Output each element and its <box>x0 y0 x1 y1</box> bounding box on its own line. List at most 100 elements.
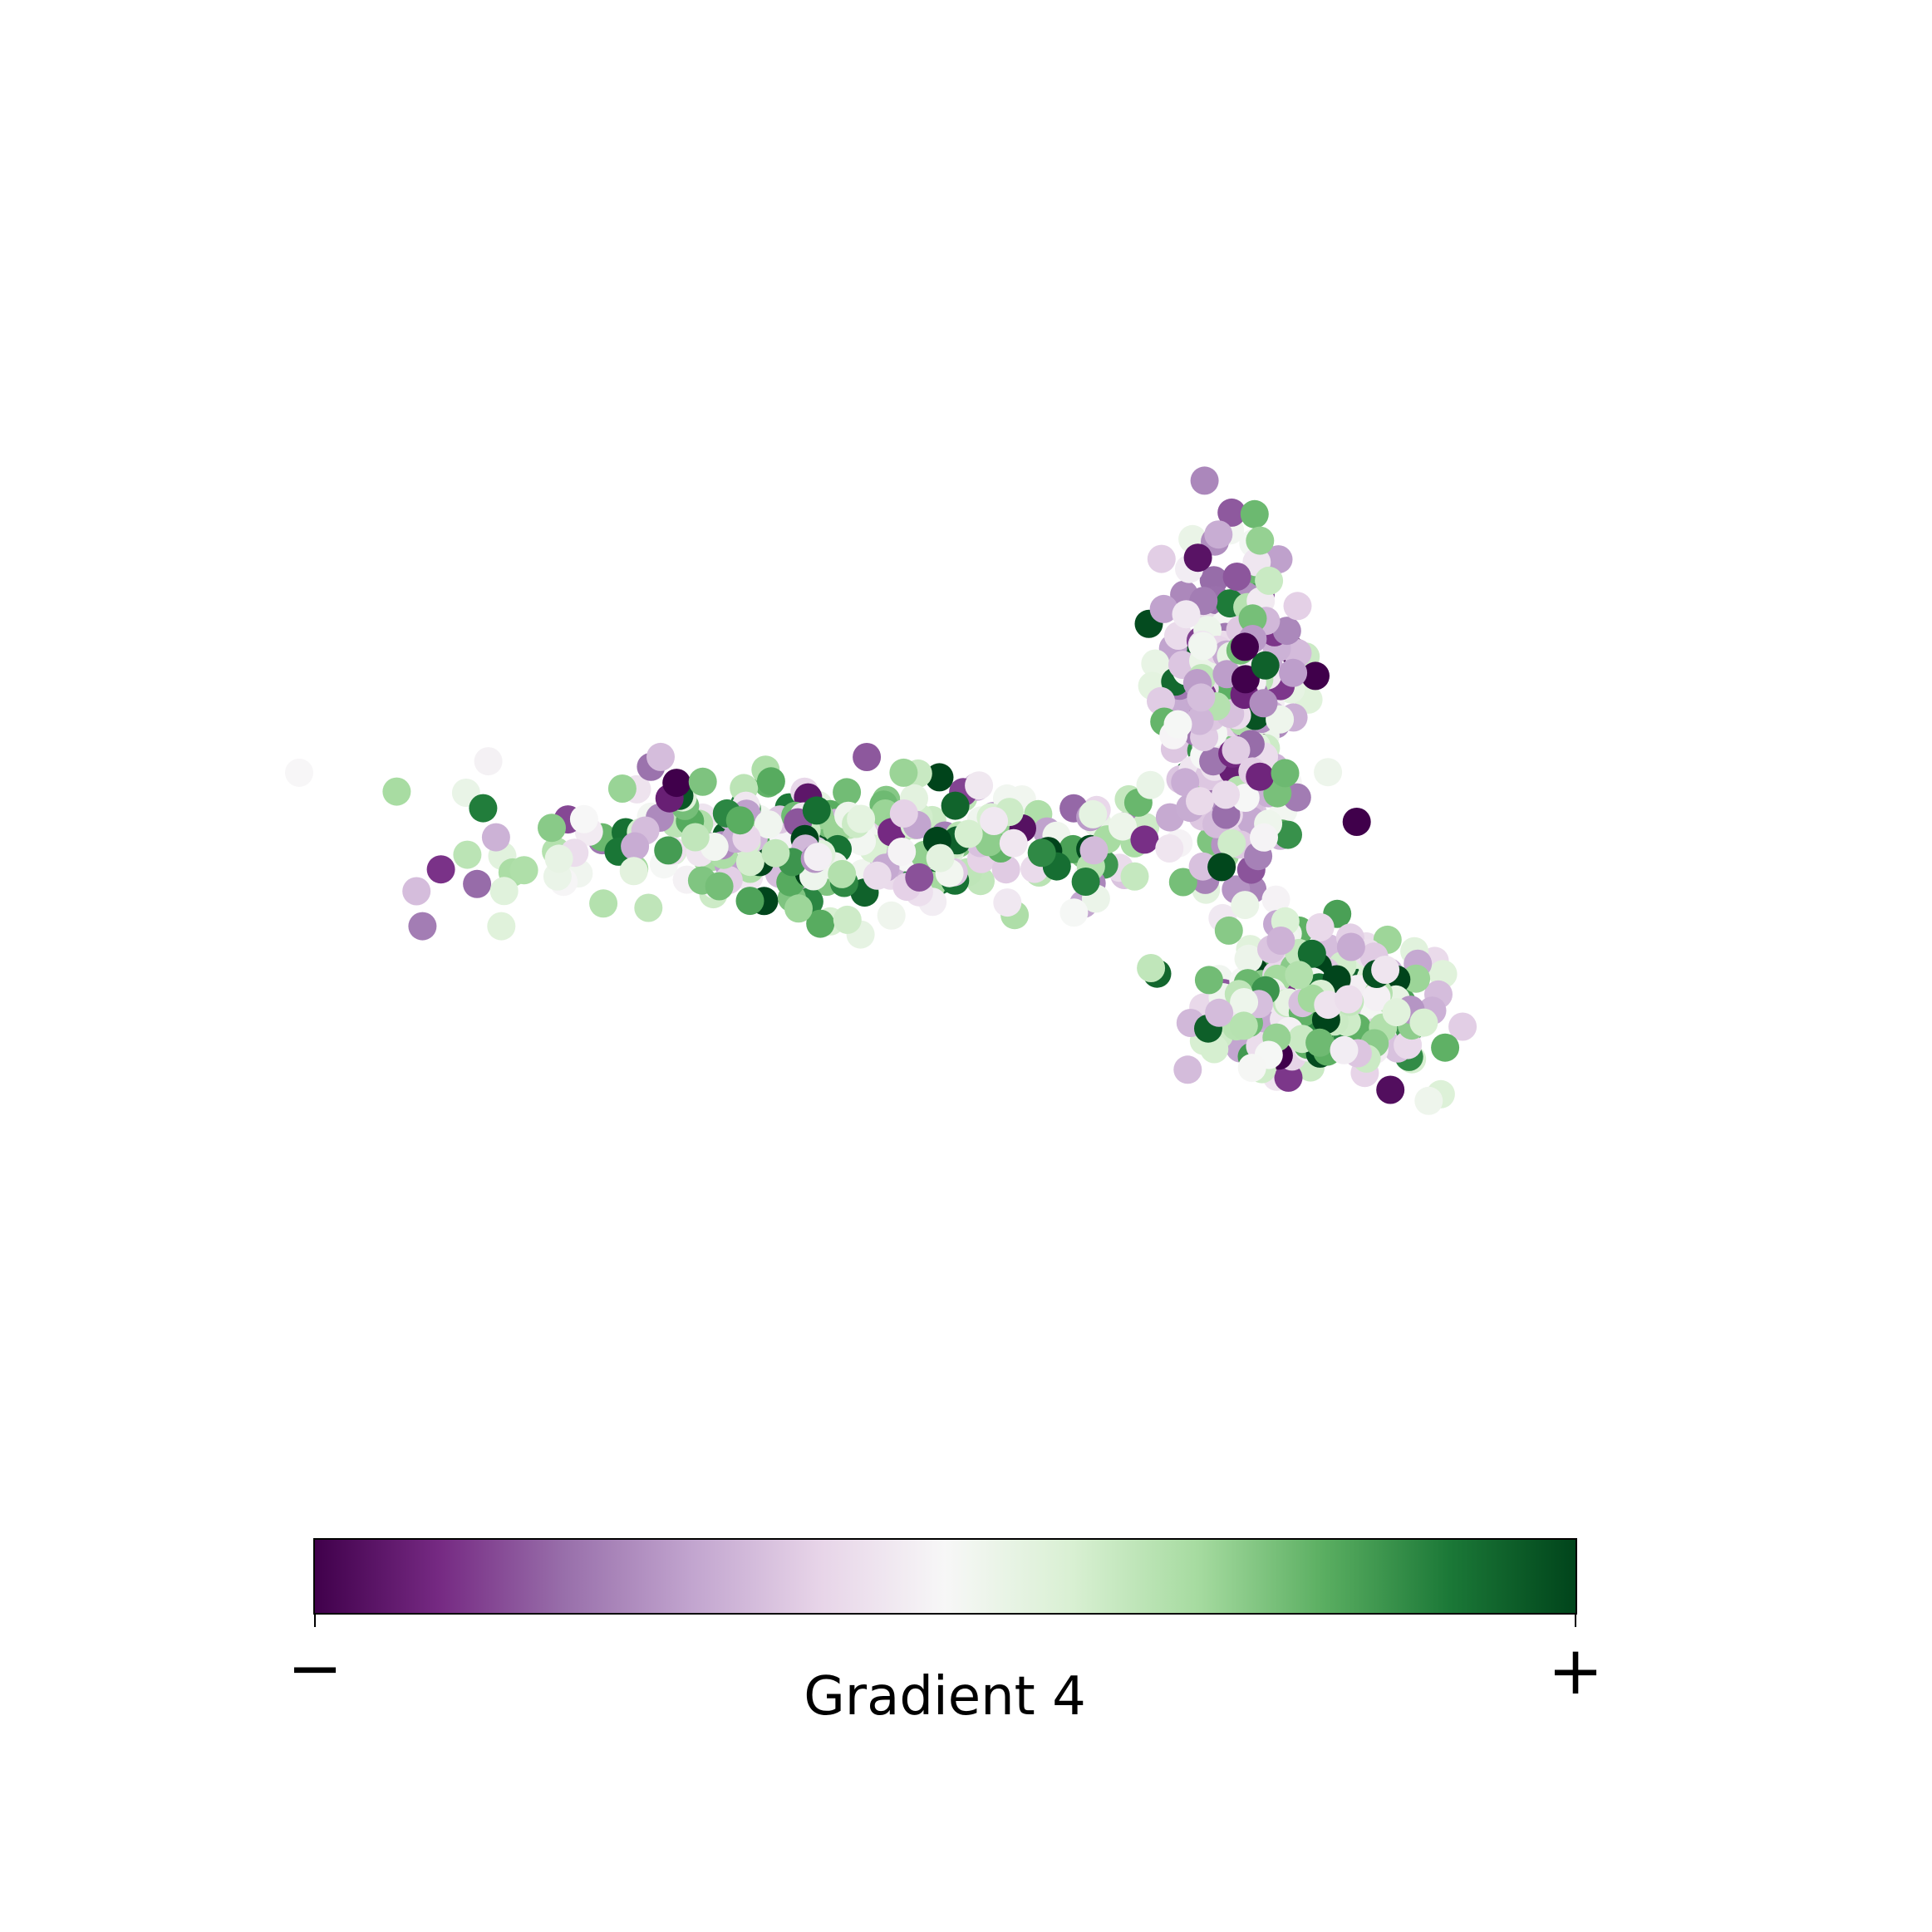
scatter-point <box>853 743 882 771</box>
scatter-point <box>847 804 876 833</box>
scatter-point <box>905 863 934 892</box>
scatter-point <box>463 869 492 898</box>
scatter-point <box>1246 762 1275 791</box>
scatter-point <box>544 844 573 873</box>
scatter-point <box>1120 862 1149 891</box>
scatter-point <box>1229 1011 1258 1040</box>
scatter-point <box>1204 520 1233 549</box>
scatter-point <box>725 806 755 835</box>
scatter-point <box>1231 632 1259 661</box>
scatter-point <box>1305 1028 1335 1057</box>
scatter-point <box>889 799 918 828</box>
scatter-point <box>1371 956 1400 984</box>
scatter-point <box>1409 1008 1438 1037</box>
scatter-point <box>1079 836 1109 865</box>
colorbar-gradient <box>313 1538 1577 1615</box>
scatter-point <box>1217 828 1246 858</box>
scatter-point <box>402 877 431 906</box>
scatter-point <box>589 889 618 918</box>
scatter-point <box>705 872 734 901</box>
scatter-point <box>382 777 411 806</box>
scatter-point <box>802 796 831 825</box>
scatter-point <box>828 859 857 888</box>
scatter-point <box>1237 1054 1266 1083</box>
scatter-point <box>408 912 437 941</box>
scatter-point <box>1183 543 1212 573</box>
scatter-point <box>538 814 566 843</box>
scatter-point <box>481 823 510 852</box>
scatter-point <box>1266 927 1295 955</box>
scatter-point <box>1279 658 1308 687</box>
scatter-point <box>1342 808 1371 836</box>
scatter-point <box>833 778 862 807</box>
scatter-point <box>285 758 313 787</box>
scatter-point <box>1250 823 1278 852</box>
scatter-point <box>1027 838 1056 868</box>
scatter-point <box>1238 604 1267 633</box>
scatter-point <box>735 887 764 916</box>
scatter-point <box>754 810 783 839</box>
scatter-point <box>1214 916 1243 945</box>
scatter-point <box>569 804 598 833</box>
scatter-point <box>1217 498 1246 527</box>
scatter-point <box>1141 649 1170 678</box>
scatter-point <box>634 893 663 922</box>
scatter-point <box>1246 526 1275 555</box>
scatter-point <box>662 769 691 798</box>
scatter-point <box>469 794 498 823</box>
scatter-point <box>1164 622 1192 650</box>
scatter-point <box>1305 912 1335 941</box>
scatter-point <box>1231 665 1260 694</box>
scatter-point <box>607 774 637 803</box>
colorbar-max-label: + <box>1547 1632 1603 1709</box>
scatter-point <box>993 888 1022 917</box>
scatter-point <box>1205 998 1234 1027</box>
scatter-point <box>1431 1033 1460 1062</box>
scatter-point <box>1109 812 1137 841</box>
scatter-point <box>887 838 917 866</box>
scatter-point <box>1249 689 1278 718</box>
colorbar-min-label: − <box>287 1630 342 1707</box>
scatter-point <box>1230 988 1259 1016</box>
scatter-point <box>1185 706 1214 735</box>
scatter-point <box>1382 998 1411 1027</box>
scatter-point <box>1149 594 1178 623</box>
scatter-point <box>1222 735 1251 764</box>
scatter-point <box>1334 985 1363 1014</box>
scatter-point <box>761 838 790 868</box>
scatter-point <box>487 912 516 941</box>
scatter-point <box>806 909 835 938</box>
scatter-point <box>426 855 455 884</box>
scatter-point <box>1314 758 1343 787</box>
scatter-point <box>489 877 519 906</box>
scatter-point <box>1414 1086 1443 1115</box>
scatter-point <box>784 894 813 923</box>
scatter-point <box>474 747 503 776</box>
scatter-point <box>1255 566 1284 595</box>
scatter-point <box>925 763 954 792</box>
scatter-point <box>1222 563 1251 591</box>
scatter-point <box>1163 710 1192 739</box>
scatter-point <box>1059 898 1089 927</box>
scatter-point <box>1171 768 1200 797</box>
scatter-point <box>1172 600 1201 629</box>
scatter-point <box>1261 885 1290 914</box>
scatter-point <box>833 905 862 934</box>
scatter-point <box>1234 944 1263 973</box>
scatter-point <box>1079 799 1108 828</box>
scatter-point <box>1212 800 1241 829</box>
scatter-point <box>621 832 650 861</box>
scatter-point <box>619 857 648 886</box>
scatter-point <box>1402 964 1431 993</box>
scatter-point <box>1271 759 1300 788</box>
scatter-point <box>1186 787 1214 816</box>
scatter-point <box>681 823 710 852</box>
scatter-point <box>1212 780 1240 809</box>
scatter-point <box>1283 592 1312 621</box>
scatter-point <box>1376 1075 1405 1104</box>
colorbar-title: Gradient 4 <box>804 1666 1086 1728</box>
scatter-point <box>1155 834 1184 863</box>
scatter-point <box>965 771 994 800</box>
scatter-point <box>1285 961 1314 990</box>
